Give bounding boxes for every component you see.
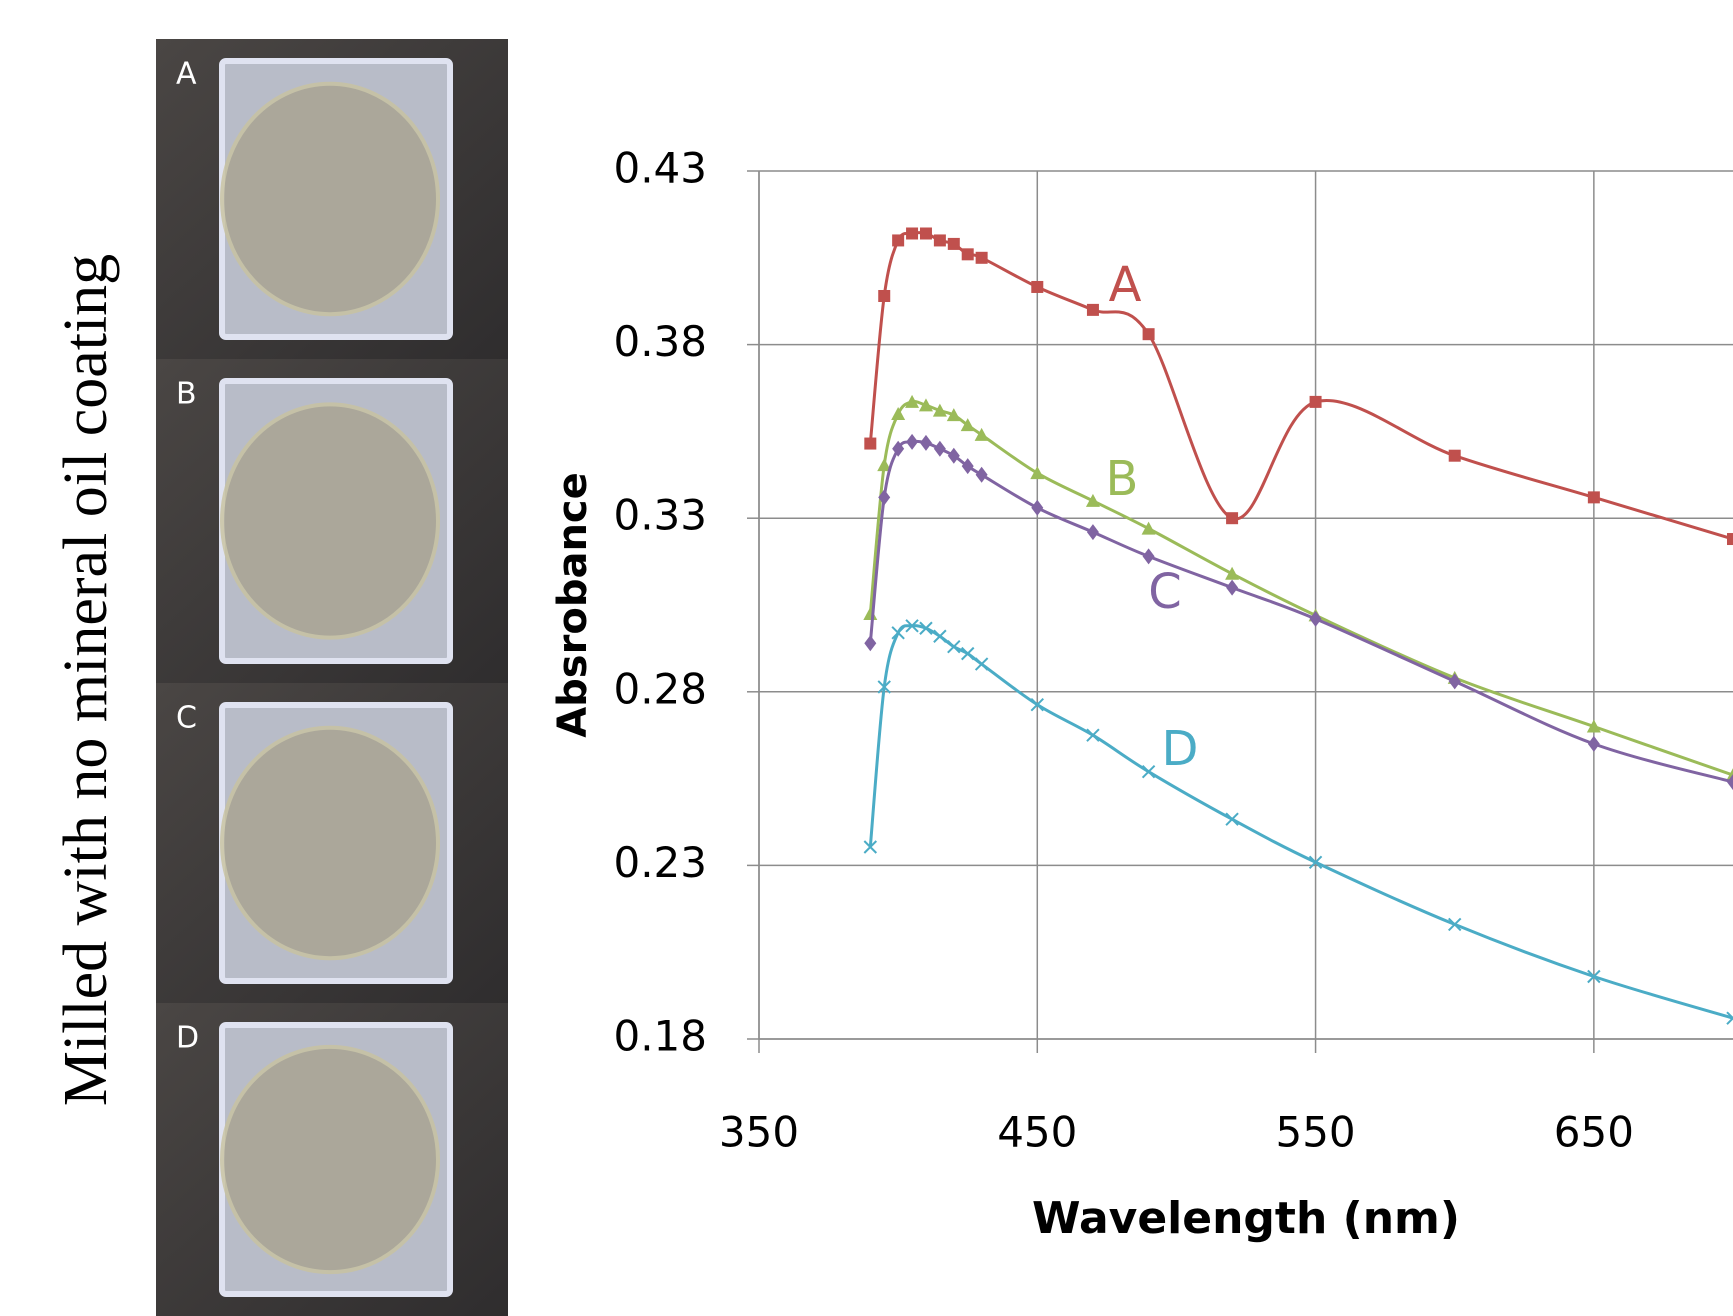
- y-tick-label: 0.38: [613, 317, 707, 366]
- marker: [864, 438, 876, 450]
- coin: [222, 1047, 438, 1272]
- marker: [962, 248, 974, 260]
- x-axis-title: Wavelength (nm): [1032, 1193, 1460, 1244]
- marker: [1030, 466, 1044, 479]
- photo-column: A B C D: [156, 39, 508, 1316]
- marker: [1087, 524, 1099, 540]
- marker: [1031, 281, 1043, 293]
- marker: [934, 234, 946, 246]
- series-label: A: [1109, 257, 1142, 313]
- marker: [948, 238, 960, 250]
- y-axis-title: Absrobance: [550, 472, 596, 738]
- marker: [1310, 396, 1322, 408]
- series-line: [870, 233, 1733, 539]
- marker: [1226, 512, 1238, 524]
- page: Milled with no mineral oil coating ABCD …: [0, 0, 1733, 1316]
- photo-label: D: [176, 1021, 199, 1056]
- marker: [1449, 450, 1461, 462]
- marker: [1087, 304, 1099, 316]
- marker: [1087, 729, 1099, 741]
- marker: [892, 627, 904, 639]
- marker: [976, 467, 988, 483]
- coin: [222, 84, 438, 314]
- marker: [1226, 580, 1238, 596]
- marker: [1142, 522, 1156, 535]
- marker: [892, 234, 904, 246]
- y-tick-label: 0.28: [613, 664, 707, 713]
- marker: [1031, 500, 1043, 516]
- marker: [934, 630, 946, 642]
- y-tick-label: 0.23: [613, 838, 707, 887]
- x-tick-label: 650: [1554, 1108, 1634, 1157]
- marker: [1086, 494, 1100, 507]
- marker: [948, 448, 960, 464]
- marker: [976, 252, 988, 264]
- marker: [1727, 533, 1733, 545]
- marker: [863, 607, 877, 620]
- marker: [962, 458, 974, 474]
- marker: [864, 635, 876, 651]
- marker: [1588, 491, 1600, 503]
- marker: [1143, 548, 1155, 564]
- x-tick-label: 450: [997, 1108, 1077, 1157]
- marker: [934, 441, 946, 457]
- marker: [948, 641, 960, 653]
- marker: [920, 435, 932, 451]
- series-label: C: [1148, 564, 1182, 620]
- marker: [920, 227, 932, 239]
- marker: [878, 290, 890, 302]
- marker: [962, 648, 974, 660]
- marker: [1449, 918, 1461, 930]
- marker: [1143, 328, 1155, 340]
- x-tick-label: 550: [1275, 1108, 1355, 1157]
- marker: [1225, 567, 1239, 580]
- marker: [976, 658, 988, 670]
- y-tick-label: 0.33: [613, 491, 707, 540]
- marker: [1226, 813, 1238, 825]
- figure: Milled with no mineral oil coating ABCD …: [0, 0, 1733, 1316]
- series-label: D: [1162, 721, 1199, 777]
- photo-label: A: [176, 57, 197, 92]
- series-label: B: [1106, 451, 1139, 507]
- marker: [906, 434, 918, 450]
- photo-label: B: [176, 377, 197, 412]
- y-tick-label: 0.18: [613, 1012, 707, 1061]
- marker: [906, 227, 918, 239]
- marker: [1143, 766, 1155, 778]
- series-line: [870, 402, 1733, 776]
- marker: [891, 407, 905, 420]
- marker: [1588, 736, 1600, 752]
- side-title: Milled with no mineral oil coating: [52, 254, 120, 1106]
- y-tick-label: 0.43: [613, 144, 707, 193]
- coin: [222, 404, 438, 637]
- coin: [222, 728, 438, 958]
- photo-label: C: [176, 701, 197, 736]
- series-line: [870, 626, 1733, 1019]
- x-tick-label: 350: [719, 1108, 799, 1157]
